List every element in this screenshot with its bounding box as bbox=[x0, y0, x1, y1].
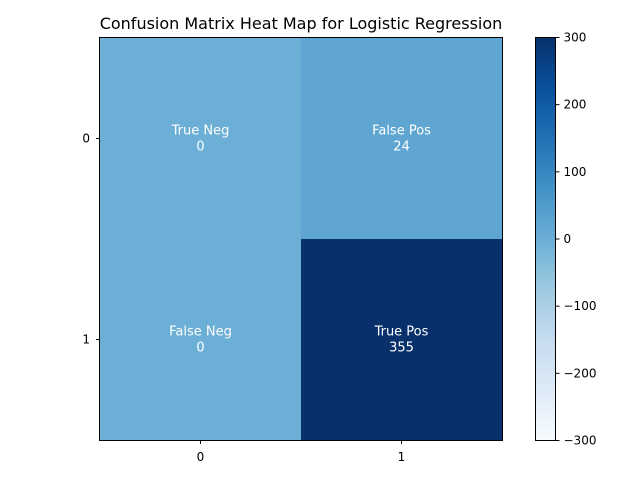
colorbar bbox=[535, 37, 556, 441]
x-tick-label: 0 bbox=[197, 450, 205, 464]
colorbar-tick-label: 300 bbox=[564, 31, 587, 45]
cell-value-label: 0 bbox=[196, 341, 204, 356]
colorbar-tick-label: 200 bbox=[564, 98, 587, 112]
heatmap-cell bbox=[301, 38, 503, 240]
cell-value-label: 24 bbox=[393, 140, 410, 155]
y-axis-ticks: 01 bbox=[82, 132, 100, 347]
chart-title: Confusion Matrix Heat Map for Logistic R… bbox=[100, 14, 503, 33]
colorbar-tick-label: 100 bbox=[564, 165, 587, 179]
cell-category-label: True Neg bbox=[171, 124, 230, 139]
heatmap-cell bbox=[301, 239, 503, 441]
cell-value-label: 0 bbox=[196, 140, 204, 155]
heatmap-cell bbox=[100, 38, 302, 240]
cell-category-label: False Neg bbox=[169, 325, 232, 340]
colorbar-tick-label: −300 bbox=[564, 434, 597, 448]
heatmap-cell bbox=[100, 239, 302, 441]
plot-frame bbox=[99, 37, 503, 441]
cell-category-label: True Pos bbox=[374, 325, 429, 340]
x-tick-label: 1 bbox=[398, 450, 406, 464]
colorbar-tick-label: −200 bbox=[564, 366, 597, 380]
cell-category-label: False Pos bbox=[372, 124, 431, 139]
colorbar-tick-label: 0 bbox=[564, 232, 572, 246]
colorbar-tick-label: −100 bbox=[564, 299, 597, 313]
cell-value-label: 355 bbox=[389, 341, 414, 356]
y-tick-label: 0 bbox=[82, 132, 90, 146]
y-tick-label: 1 bbox=[82, 333, 90, 347]
colorbar-ticks: 300 200 100 0 −100 −200 −300 bbox=[555, 31, 597, 448]
